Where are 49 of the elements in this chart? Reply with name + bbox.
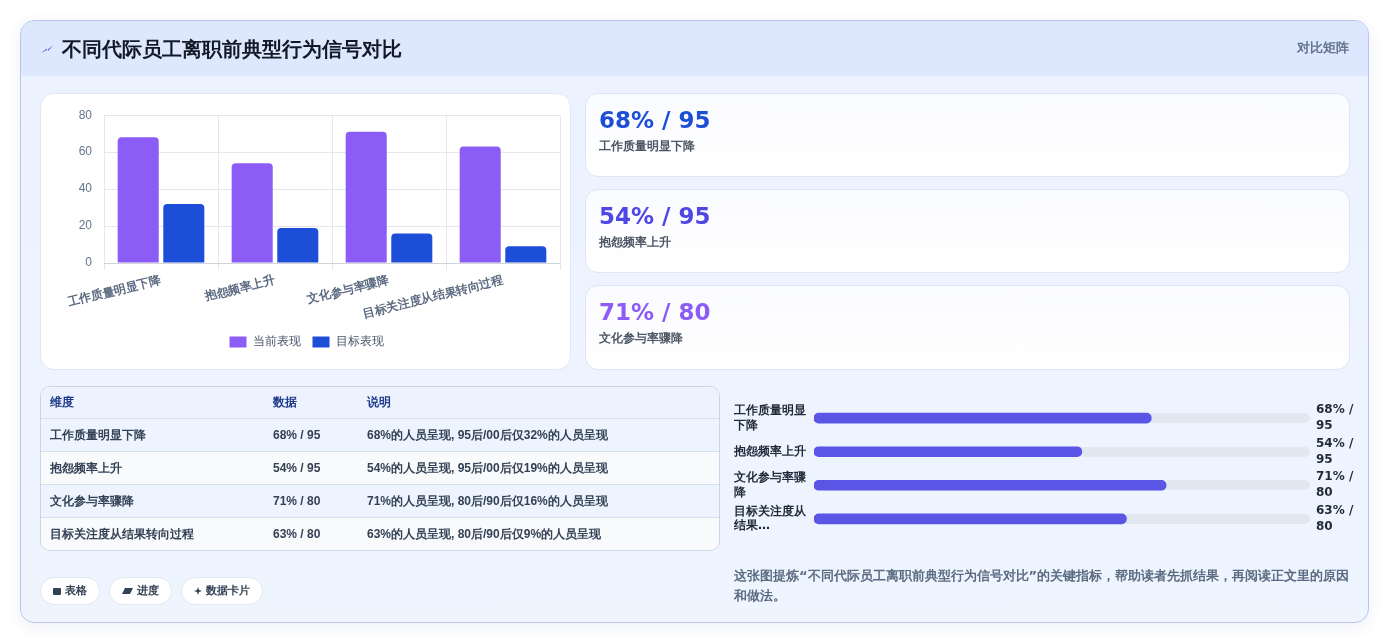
text: 对比矩阵 bbox=[1297, 39, 1349, 57]
text: 68%的人员呈现, 95后/00后仅32%的人员呈现 bbox=[367, 427, 608, 444]
y-tick-label: 20 bbox=[78, 218, 93, 233]
y-tick-label: 60 bbox=[78, 144, 93, 159]
y-tick-label: 0 bbox=[85, 255, 93, 270]
y-tick-label: 80 bbox=[78, 107, 93, 122]
data-label: 63% / 80 bbox=[1316, 502, 1354, 533]
text: 71% / 80 bbox=[599, 298, 711, 327]
text: 68% / 95 bbox=[599, 106, 711, 135]
text: 71%的人员呈现, 80后/90后仅16%的人员呈现 bbox=[367, 493, 608, 510]
text: 工作质量明显下降 bbox=[599, 138, 695, 155]
bar bbox=[505, 246, 547, 263]
y-tick-label: 目标关注度从结果… bbox=[733, 503, 807, 533]
x-tick-label: 抱怨频率上升 bbox=[202, 272, 277, 304]
text: 这张图提炼“不同代际员工离职前典型行为信号对比”的关键指标，帮助读者先抓结果，再阅读正文里的原因和做法。 bbox=[734, 567, 1351, 605]
legend-label: 目标表现 bbox=[335, 334, 384, 349]
y-tick-label: 40 bbox=[78, 181, 93, 196]
bar bbox=[391, 233, 433, 263]
text: 进度 bbox=[137, 584, 159, 598]
bar bbox=[459, 146, 501, 263]
text: 71% / 80 bbox=[273, 493, 321, 510]
data-label: 68% / 95 bbox=[1316, 402, 1354, 433]
text: 54% / 95 bbox=[273, 460, 321, 477]
text: 68% / 95 bbox=[273, 427, 321, 444]
text: 抱怨频率上升 bbox=[599, 234, 671, 251]
text: 说明 bbox=[367, 394, 391, 411]
data-label: 54% / 95 bbox=[1316, 435, 1354, 466]
y-tick-label: 文化参与率骤降 bbox=[733, 470, 807, 499]
text: 54% / 95 bbox=[599, 202, 711, 231]
text: 目标关注度从结果转向过程 bbox=[50, 526, 194, 543]
bar bbox=[163, 203, 205, 263]
text: 维度 bbox=[50, 394, 74, 411]
text: 数据卡片 bbox=[206, 584, 250, 598]
text: 63%的人员呈现, 80后/90后仅9%的人员呈现 bbox=[367, 526, 602, 543]
bar bbox=[231, 163, 273, 263]
bar bbox=[277, 227, 319, 263]
bar bbox=[345, 131, 387, 263]
text: 文化参与率骤降 bbox=[599, 330, 683, 347]
text: 54%的人员呈现, 95后/00后仅19%的人员呈现 bbox=[367, 460, 608, 477]
y-tick-label: 抱怨频率上升 bbox=[733, 443, 806, 458]
bar bbox=[117, 137, 159, 263]
text: 表格 bbox=[65, 584, 87, 598]
legend-label: 当前表现 bbox=[252, 334, 301, 349]
chart-title: 不同代际员工离职前典型行为信号对比 bbox=[62, 36, 402, 62]
y-tick-label: 工作质量明显下降 bbox=[733, 403, 806, 432]
text: 数据 bbox=[273, 394, 297, 411]
text: 63% / 80 bbox=[273, 526, 321, 543]
data-label: 71% / 80 bbox=[1316, 469, 1354, 500]
text: 工作质量明显下降 bbox=[50, 427, 146, 444]
